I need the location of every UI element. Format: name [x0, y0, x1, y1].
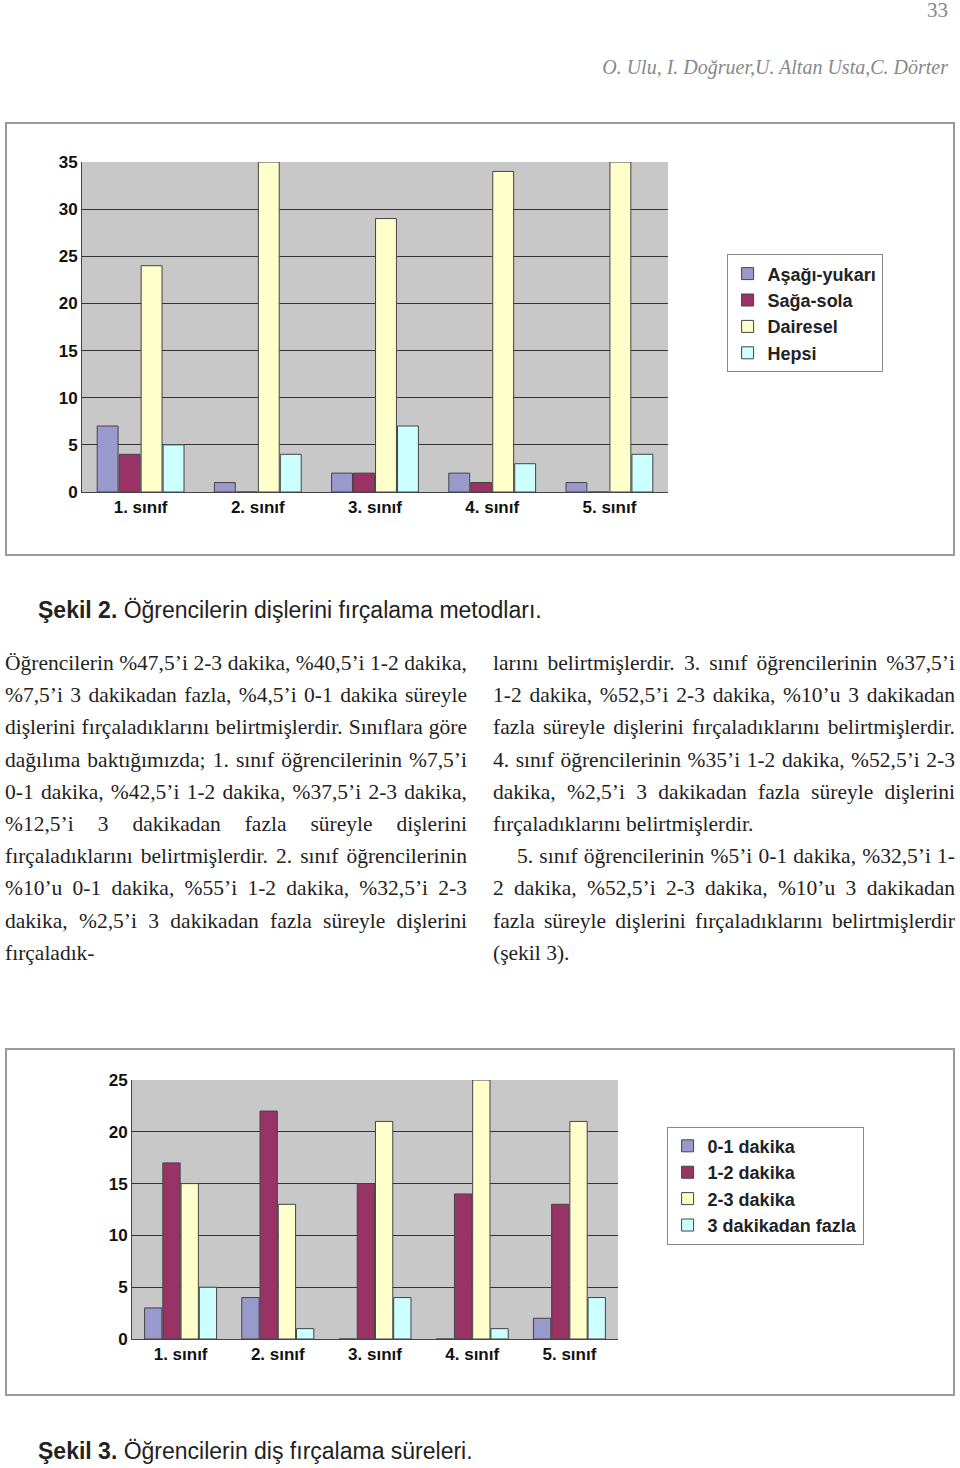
svg-text:Hepsi: Hepsi: [768, 344, 817, 364]
svg-text:Aşağı-yukarı: Aşağı-yukarı: [768, 265, 876, 285]
svg-text:20: 20: [109, 1123, 128, 1142]
html-text:larını belirtmişlerdir. 3. sın: larını belirtmişlerdir. 3. sınıf öğrenci…: [493, 651, 955, 836]
html-text:Öğrencilerin %47,5’i 2-3 dakik: Öğrencilerin %47,5’i 2-3 dakika, %40,5’i…: [5, 651, 467, 965]
svg-text:3. sınıf: 3. sınıf: [348, 498, 402, 517]
svg-text:0-1 dakika: 0-1 dakika: [708, 1137, 796, 1157]
svg-text:0: 0: [68, 483, 77, 502]
svg-text:10: 10: [59, 389, 78, 408]
svg-text:3. sınıf: 3. sınıf: [348, 1345, 402, 1364]
svg-text:10: 10: [109, 1226, 128, 1245]
svg-text:30: 30: [59, 200, 78, 219]
svg-text:Dairesel: Dairesel: [768, 317, 838, 337]
svg-text:5: 5: [68, 436, 77, 455]
svg-text:3 dakikadan fazla: 3 dakikadan fazla: [708, 1216, 857, 1236]
svg-text:1-2 dakika: 1-2 dakika: [708, 1163, 796, 1183]
svg-text:20: 20: [59, 294, 78, 313]
html-text:5. sınıf öğrencilerinin %5’i 0: 5. sınıf öğrencilerinin %5’i 0-1 dakika,…: [493, 844, 955, 965]
svg-text:5. sınıf: 5. sınıf: [542, 1345, 596, 1364]
html-text:Şekil 3. Öğrencilerin diş fırç: Şekil 3. Öğrencilerin diş fırçalama süre…: [38, 1438, 473, 1464]
svg-text:25: 25: [59, 247, 78, 266]
html-text:O. Ulu, I. Doğruer,U. Altan Us: O. Ulu, I. Doğruer,U. Altan Usta,C. Dört…: [602, 56, 948, 78]
svg-text:1. sınıf: 1. sınıf: [154, 1345, 208, 1364]
svg-text:25: 25: [109, 1071, 128, 1090]
svg-text:0: 0: [118, 1330, 127, 1349]
svg-text:15: 15: [109, 1175, 128, 1194]
svg-text:4. sınıf: 4. sınıf: [465, 498, 519, 517]
svg-text:1. sınıf: 1. sınıf: [114, 498, 168, 517]
svg-text:5: 5: [118, 1278, 127, 1297]
svg-text:2-3 dakika: 2-3 dakika: [708, 1190, 796, 1210]
svg-text:Sağa-sola: Sağa-sola: [768, 291, 854, 311]
svg-text:15: 15: [59, 342, 78, 361]
svg-text:4. sınıf: 4. sınıf: [445, 1345, 499, 1364]
svg-text:5. sınıf: 5. sınıf: [582, 498, 636, 517]
svg-text:2. sınıf: 2. sınıf: [251, 1345, 305, 1364]
svg-text:2. sınıf: 2. sınıf: [231, 498, 285, 517]
html-text:Şekil 2. Öğrencilerin dişlerin: Şekil 2. Öğrencilerin dişlerini fırçalam…: [38, 597, 542, 623]
svg-text:35: 35: [59, 153, 78, 172]
